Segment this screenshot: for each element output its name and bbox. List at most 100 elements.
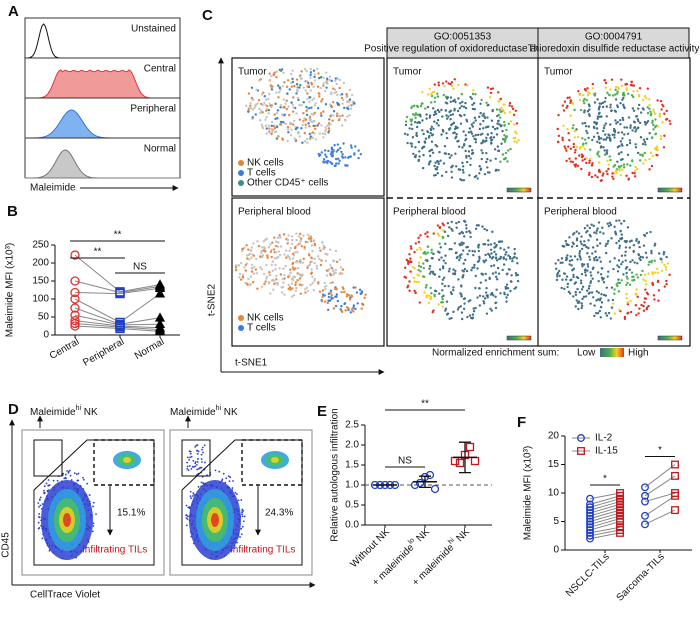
cell-dot (608, 94, 611, 97)
cell-dot (434, 167, 437, 171)
cell-dot (310, 106, 313, 109)
cell-dot (302, 101, 305, 104)
pair-line (74, 280, 121, 294)
cell-dot (285, 99, 288, 102)
event-dot (189, 456, 191, 459)
cell-dot (450, 166, 453, 169)
cell-dot (480, 157, 483, 161)
cell-dot (637, 241, 640, 245)
cell-dot (251, 116, 254, 119)
event-dot (67, 470, 70, 473)
cell-dot (569, 278, 572, 282)
cell-dot (502, 263, 506, 266)
cell-dot (489, 243, 493, 246)
cell-dot (345, 95, 348, 99)
cell-dot (474, 141, 477, 144)
cell-dot (500, 110, 503, 113)
cell-dot (442, 294, 445, 298)
cell-dot (332, 110, 336, 113)
cell-dot (659, 137, 663, 141)
cell-dot (265, 132, 268, 135)
pair-line (589, 498, 621, 508)
cell-dot (290, 278, 294, 281)
cell-dot (497, 113, 501, 117)
event-dot (82, 478, 85, 481)
cell-dot (322, 110, 325, 113)
cell-dot (277, 135, 280, 138)
cell-dot (641, 269, 644, 273)
event-dot (73, 472, 76, 475)
point (671, 491, 679, 500)
cell-dot (612, 177, 615, 181)
cell-dot (308, 235, 311, 238)
cell-dot (418, 150, 421, 153)
cell-dot (618, 281, 622, 285)
cell-dot (490, 138, 494, 142)
cell-dot (279, 273, 283, 276)
cell-dot (641, 107, 645, 110)
point (641, 483, 649, 492)
cell-dot (623, 315, 627, 319)
cell-dot (291, 252, 295, 255)
cell-dot (649, 110, 652, 113)
cell-dot (572, 275, 575, 279)
event-dot (91, 530, 94, 533)
cell-dot (347, 294, 351, 297)
cell-dot (450, 247, 453, 251)
cell-dot (306, 85, 309, 88)
cell-dot (249, 275, 253, 278)
cell-dot (252, 280, 255, 284)
cell-dot (352, 306, 355, 309)
cell-dot (262, 272, 266, 276)
event-dot (185, 517, 188, 519)
cell-dot (438, 226, 442, 230)
cell-dot (313, 257, 316, 261)
cell-dot (448, 248, 451, 251)
cell-dot (610, 286, 614, 289)
cell-dot (460, 295, 463, 298)
cell-dot (632, 90, 635, 93)
cell-dot (347, 307, 350, 310)
cell-dot (276, 236, 280, 240)
cell-dot (474, 306, 477, 310)
cell-dot (487, 252, 490, 256)
cell-dot (604, 81, 608, 85)
cell-dot (664, 268, 668, 271)
cell-dot (288, 286, 292, 289)
error-bar (419, 475, 431, 489)
cell-dot (348, 98, 352, 101)
cell-dot (305, 109, 308, 113)
cell-dot (468, 127, 472, 130)
cell-dot (619, 122, 622, 126)
cell-dot (275, 251, 278, 254)
cell-dot (252, 265, 256, 269)
cell-dot (473, 108, 477, 111)
cell-dot (481, 139, 485, 142)
density (63, 513, 71, 527)
cell-dot (615, 122, 618, 125)
cell-dot (629, 260, 632, 264)
cell-dot (357, 156, 360, 160)
cell-dot (579, 240, 582, 243)
pair-line (644, 495, 676, 517)
cell-dot (305, 113, 309, 117)
event-dot (200, 453, 203, 456)
cell-dot (338, 159, 341, 162)
point (586, 526, 594, 534)
cell-dot (562, 272, 566, 275)
cell-dot (632, 275, 635, 278)
cell-dot (431, 257, 434, 260)
cell-dot (324, 287, 327, 291)
cell-dot (354, 145, 357, 148)
cell-dot (598, 256, 601, 259)
x-tick-label: Normal (133, 336, 166, 362)
cell-dot (610, 237, 613, 240)
cell-dot (638, 87, 642, 90)
cell-dot (301, 141, 304, 144)
cell-dot (270, 88, 274, 91)
cell-dot (446, 221, 450, 225)
pair-line (119, 285, 161, 294)
cell-dot (483, 260, 486, 264)
percent: 24.3% (265, 508, 293, 519)
event-dot (47, 479, 50, 481)
